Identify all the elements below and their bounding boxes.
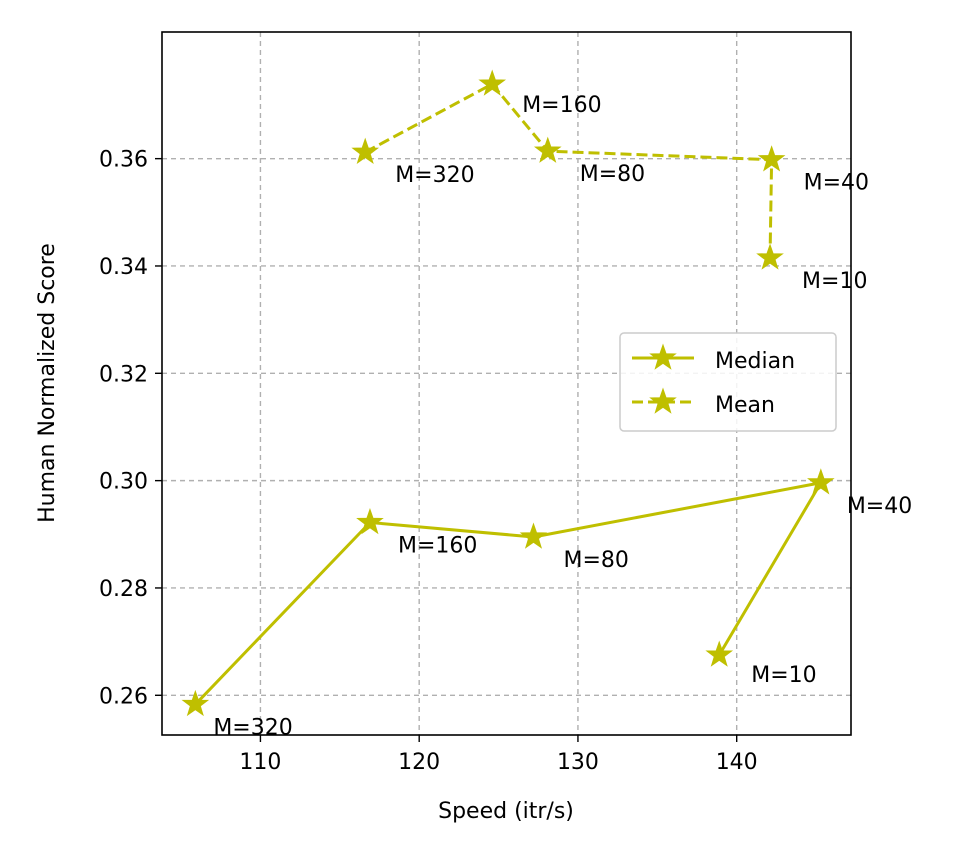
data-point-star — [756, 243, 784, 270]
point-label: M=10 — [802, 269, 867, 294]
data-point-star — [181, 689, 210, 717]
data-point-star — [351, 137, 380, 164]
point-label: M=320 — [213, 715, 292, 740]
y-axis-title: Human Normalized Score — [35, 243, 60, 523]
legend: Median Mean — [619, 332, 837, 432]
legend-marker-star — [649, 387, 677, 414]
y-tick-label: 0.34 — [99, 255, 148, 280]
data-point-star — [356, 507, 384, 535]
x-tick-label: 120 — [398, 750, 440, 775]
point-label: M=10 — [751, 663, 816, 688]
y-tick-label: 0.30 — [99, 470, 148, 495]
plot-frame — [161, 31, 852, 736]
x-tick-label: 140 — [716, 750, 758, 775]
grid — [162, 32, 851, 735]
axis-ticks: 110 120 130 140 0.26 0.28 0.30 0.32 0.34 0.36 — [99, 148, 758, 775]
legend-marker-star — [649, 343, 677, 370]
y-tick-label: 0.28 — [99, 577, 148, 602]
point-labels: M=320 M=160 M=80 M=40 M=10 M=320 M=160 M=80 M=40… — [213, 93, 912, 740]
series-mean — [351, 69, 786, 270]
point-label: M=80 — [563, 548, 628, 573]
data-point-star — [807, 468, 835, 495]
point-label: M=160 — [522, 93, 601, 118]
point-label: M=40 — [804, 171, 869, 196]
data-point-star — [519, 522, 548, 549]
y-tick-label: 0.32 — [99, 362, 148, 387]
y-tick-label: 0.36 — [99, 148, 148, 173]
data-point-star — [478, 69, 507, 96]
data-point-star — [705, 640, 734, 667]
data-point-star — [757, 145, 786, 172]
point-label: M=160 — [398, 533, 477, 558]
point-label: M=80 — [580, 162, 645, 187]
x-tick-label: 110 — [239, 750, 281, 775]
x-tick-label: 130 — [557, 750, 599, 775]
y-tick-label: 0.26 — [99, 684, 148, 709]
data-point-star — [533, 136, 562, 163]
point-label: M=40 — [847, 494, 912, 519]
legend-label-mean: Mean — [715, 393, 775, 418]
series-layer — [181, 69, 835, 717]
legend-label-median: Median — [715, 349, 795, 374]
x-axis-title: Speed (itr/s) — [438, 799, 574, 824]
point-label: M=320 — [395, 163, 474, 188]
series-median — [181, 468, 835, 717]
